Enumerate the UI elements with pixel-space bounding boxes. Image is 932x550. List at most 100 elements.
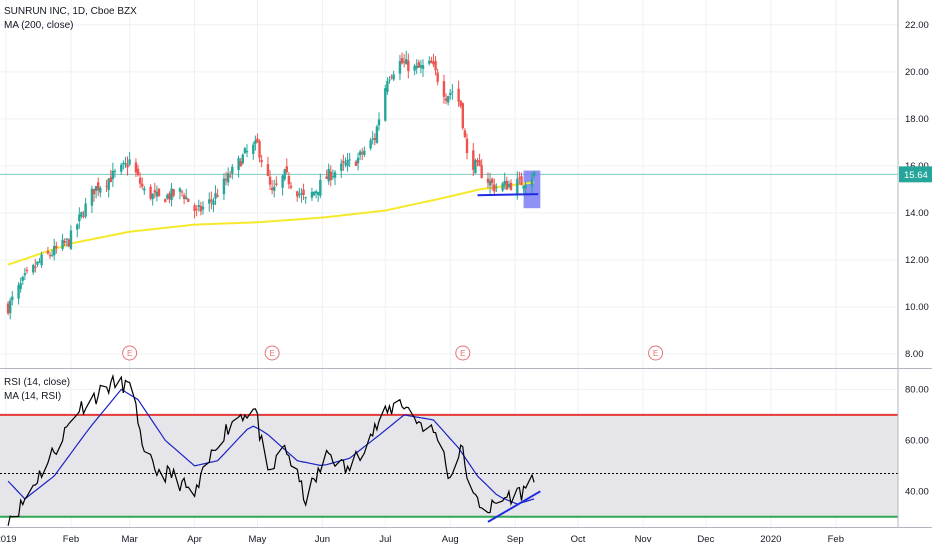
candle <box>518 171 521 185</box>
candle-body <box>298 193 301 195</box>
candle <box>505 176 509 190</box>
candle <box>275 176 278 187</box>
time-tick-label: Mar <box>121 534 137 545</box>
candle-body <box>503 180 506 185</box>
candle-body <box>122 163 125 165</box>
candle <box>210 191 213 210</box>
candle <box>358 149 362 160</box>
candle <box>356 152 360 171</box>
rsi-tick-label: 40.00 <box>905 486 929 497</box>
candle-body <box>172 189 175 196</box>
earnings-label: E <box>127 349 132 358</box>
candle-body <box>50 254 54 256</box>
candle <box>143 186 146 195</box>
candle-body <box>344 163 347 165</box>
candle-body <box>82 215 85 217</box>
candle-body <box>333 172 337 178</box>
candle-body <box>48 255 52 257</box>
candle <box>319 173 322 199</box>
candle <box>237 155 240 178</box>
candle-body <box>296 191 299 197</box>
candle <box>314 189 318 199</box>
earnings-circle <box>264 345 280 361</box>
rsi-tick-label: 60.00 <box>905 435 929 446</box>
candle <box>252 141 255 160</box>
candle <box>524 181 527 194</box>
symbol-title[interactable]: SUNRUN INC, 1D, Cboe BZX <box>4 6 137 17</box>
candle <box>340 159 343 178</box>
candle-body <box>113 170 117 172</box>
rsi-trendline[interactable] <box>487 490 541 523</box>
rsi-legend: RSI (14, close) MA (14, RSI) <box>4 376 70 404</box>
candle <box>530 173 534 193</box>
candle <box>201 201 205 215</box>
candle <box>25 266 29 274</box>
candle <box>449 88 452 100</box>
candle <box>36 261 39 268</box>
candle <box>155 185 159 202</box>
candle <box>285 158 288 175</box>
candle <box>474 158 477 174</box>
support-line <box>477 193 539 197</box>
candle-body <box>143 188 146 191</box>
candle-body <box>417 62 421 68</box>
candle-body <box>358 151 362 156</box>
time-axis[interactable]: 2019 Feb Mar Apr May Jun Jul Aug Sep Oct Nov Dec 202… <box>0 534 844 545</box>
candle <box>361 147 364 161</box>
candle <box>11 290 14 306</box>
candle-body <box>153 190 156 193</box>
candle-body <box>283 169 286 180</box>
candle-body <box>319 179 322 196</box>
ma200-legend[interactable]: MA (200, close) <box>4 20 74 31</box>
earnings-circle <box>455 345 471 361</box>
candle <box>113 168 117 178</box>
support-trendline[interactable] <box>477 193 539 197</box>
candle <box>461 102 465 131</box>
candle-body <box>78 214 81 222</box>
candle-body <box>210 199 213 202</box>
candle-body <box>325 176 328 179</box>
rsi-ma-legend[interactable]: MA (14, RSI) <box>4 391 62 402</box>
candle <box>109 169 112 183</box>
time-tick-label: Dec <box>697 534 714 545</box>
candle-body <box>281 175 284 188</box>
candle-body <box>490 178 494 184</box>
candle-body <box>400 58 404 64</box>
candle <box>78 207 81 229</box>
candle-body <box>136 168 140 176</box>
candle-body <box>348 159 351 161</box>
candle <box>52 238 56 261</box>
candle-body <box>97 182 100 191</box>
candle-body <box>356 157 360 164</box>
candle-body <box>451 91 454 93</box>
rsi-axis[interactable]: 80.00 60.00 40.00 <box>905 384 929 497</box>
candle <box>80 211 83 219</box>
candle-body <box>224 178 228 181</box>
candle <box>111 162 115 187</box>
candle-body <box>11 296 14 301</box>
candle-body <box>289 185 293 188</box>
candle <box>17 282 20 305</box>
candle <box>172 188 175 198</box>
candle-body <box>201 206 205 210</box>
candle-body <box>518 177 521 179</box>
candle-body <box>226 173 230 183</box>
candle <box>84 197 87 219</box>
rsi-legend-title[interactable]: RSI (14, close) <box>4 377 71 388</box>
candle <box>76 223 79 238</box>
candle-body <box>398 61 402 74</box>
ma200-line <box>7 181 535 266</box>
candle <box>434 56 437 76</box>
candle-body <box>444 98 448 101</box>
candle-body <box>432 61 435 65</box>
candle-body <box>69 230 73 249</box>
candle <box>239 157 242 167</box>
time-tick-label: Nov <box>635 534 652 545</box>
candle-body <box>340 163 343 171</box>
candle <box>520 172 523 186</box>
candle-body <box>245 150 249 153</box>
candle-body <box>436 72 439 82</box>
candle-body <box>354 161 358 166</box>
